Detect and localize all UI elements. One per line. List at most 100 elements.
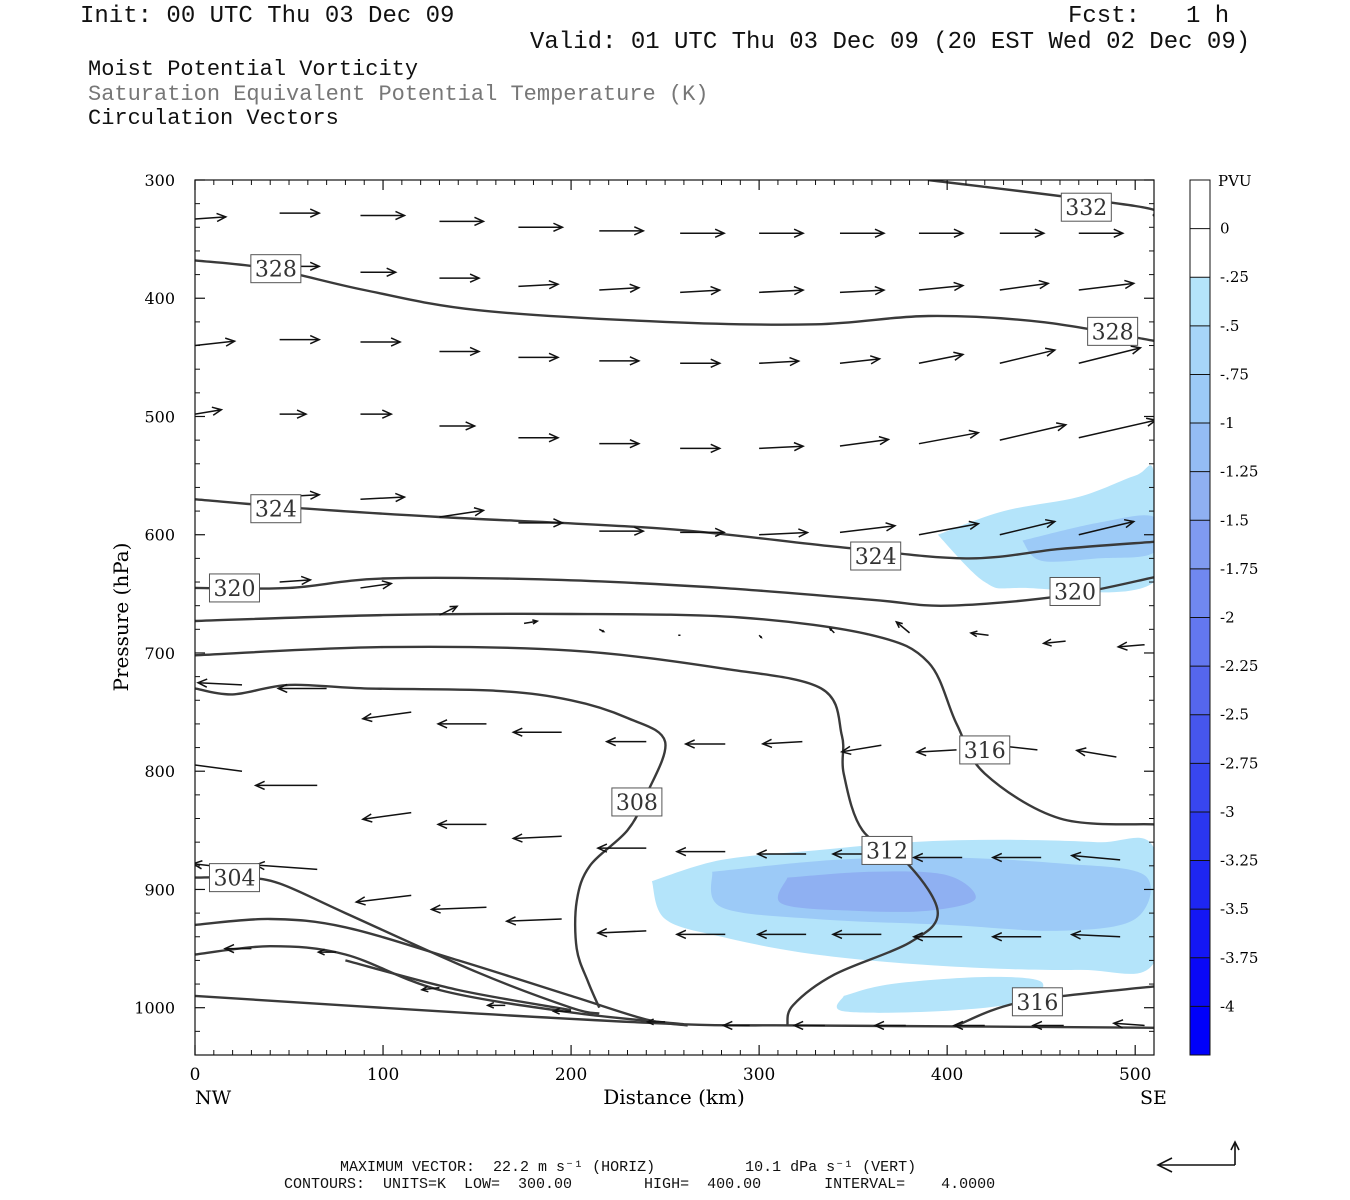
circulation-vector [918, 520, 981, 536]
colorbar-label: -3.5 [1220, 900, 1249, 918]
vector-shaft [1078, 282, 1134, 291]
vector-head [469, 273, 481, 283]
circulation-vector [195, 212, 228, 223]
contour-label-text: 320 [1054, 580, 1096, 605]
contour-label-box [1060, 192, 1112, 222]
contour-label: 316 [959, 735, 1011, 765]
vector-head [223, 943, 235, 954]
contour-label-text: 304 [213, 867, 255, 892]
circulation-vector [839, 522, 897, 534]
circulation-vector [755, 849, 807, 859]
vector-shaft [255, 864, 318, 871]
vector-head [990, 852, 1003, 863]
vector-head [511, 833, 523, 843]
vector-head [390, 337, 402, 347]
circulation-vector [828, 627, 835, 634]
plot-frame [194, 179, 1155, 1056]
circulation-vector [360, 409, 394, 419]
vector-shaft [918, 284, 964, 291]
x-tick-label: 100 [367, 1065, 399, 1085]
vector-head [714, 527, 726, 538]
pv-region [937, 465, 1154, 593]
circulation-vector [1069, 930, 1121, 940]
colorbar-swatch [1190, 617, 1210, 667]
x-tick-label: 400 [931, 1065, 963, 1085]
circulation-vector [360, 210, 407, 221]
vector-head [1034, 228, 1046, 238]
circulation-vector [360, 337, 402, 347]
theta-contour [195, 683, 667, 1009]
circulation-vector [518, 222, 565, 233]
colorbar-label: -1.75 [1220, 560, 1258, 578]
vector-head [1124, 279, 1136, 290]
contour-label-text: 332 [1065, 196, 1107, 221]
contour-label-text: 316 [964, 739, 1006, 764]
contour-label-box [1049, 576, 1101, 606]
colorbar-swatch [1190, 520, 1210, 570]
x-end-label-right: SE [1140, 1087, 1167, 1109]
circulation-vector [599, 526, 646, 536]
circulation-vector [831, 929, 882, 940]
y-axis-label: Pressure (hPa) [109, 543, 133, 692]
circulation-vector [969, 630, 989, 638]
vector-head [1113, 228, 1125, 238]
vector-shaft [895, 621, 911, 634]
vector-head [196, 678, 208, 688]
vector-shaft [839, 289, 885, 294]
y-tick-label: 400 [144, 289, 175, 308]
colorbar-unit: PVU [1218, 172, 1252, 190]
circulation-vector [675, 929, 726, 940]
circulation-vector [911, 852, 963, 863]
vector-head [878, 435, 891, 446]
vector-head [629, 438, 641, 449]
vector-head [553, 518, 565, 528]
circulation-vector [1078, 518, 1136, 536]
colorbar-label: -4 [1220, 997, 1235, 1015]
vector-shaft [759, 360, 799, 365]
x-tick-label: 0 [190, 1065, 201, 1085]
vector-head [1055, 422, 1068, 432]
colorbar-label: -3.75 [1220, 949, 1258, 967]
y-tick-label: 700 [144, 644, 175, 663]
vector-head [211, 406, 224, 416]
vector-head [381, 580, 394, 590]
circulation-vector [361, 811, 412, 823]
vector-head [420, 985, 429, 993]
colorbar-swatch [1190, 277, 1210, 327]
colorbar-swatch [1190, 471, 1210, 521]
vector-head [645, 1018, 654, 1026]
vector-head [629, 356, 641, 366]
y-tick-label: 900 [144, 880, 175, 899]
circulation-vector [279, 409, 308, 419]
circulation-vector [596, 927, 647, 938]
contour-label-box [1087, 316, 1139, 346]
contour-label-box [861, 835, 913, 865]
circulation-vector [759, 356, 801, 367]
vector-head [604, 736, 617, 747]
circulation-vector [361, 711, 412, 723]
colorbar-label: -2.75 [1220, 754, 1258, 772]
circulation-vector [760, 738, 803, 749]
contour-label-text: 308 [616, 791, 658, 816]
circulation-vector [999, 422, 1068, 441]
circulation-vector [839, 744, 882, 756]
circulation-vector [439, 421, 477, 431]
circulation-vector [1078, 417, 1154, 439]
circulation-vector [523, 619, 540, 625]
vector-head [792, 1020, 804, 1031]
contour-label-box [611, 787, 663, 817]
vector-shaft [916, 749, 957, 753]
circulation-vector [1111, 1019, 1145, 1029]
vector-head [968, 429, 981, 439]
vector-shaft [195, 340, 235, 347]
circulation-vector [279, 208, 322, 218]
colorbar-label: -1.25 [1220, 463, 1258, 481]
colorbar-label: -.75 [1220, 365, 1249, 383]
colorbar-swatch [1190, 714, 1210, 764]
vector-shaft [1071, 933, 1121, 938]
colorbar-swatch [1190, 374, 1210, 424]
circulation-vector [518, 279, 560, 290]
circulation-vector [759, 441, 805, 452]
vector-head [714, 228, 726, 238]
vector-head [436, 719, 448, 729]
